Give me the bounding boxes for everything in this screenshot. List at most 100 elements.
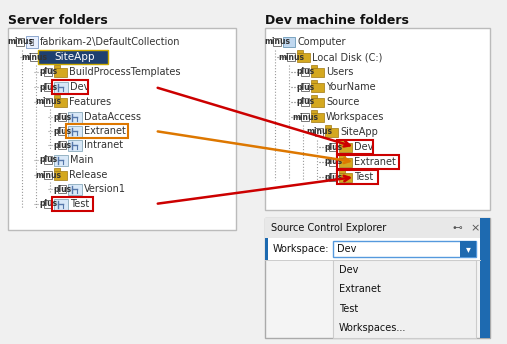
Bar [26, 36, 38, 48]
Bar [311, 110, 317, 113]
Bar [54, 82, 68, 93]
Text: Workspaces...: Workspaces... [339, 323, 407, 333]
Bar [311, 83, 324, 92]
Text: Main: Main [70, 155, 93, 165]
Bar [68, 140, 82, 151]
Text: Users: Users [326, 67, 353, 77]
Bar [460, 241, 476, 257]
Text: minus: minus [7, 37, 33, 46]
Text: Local Disk (C:): Local Disk (C:) [312, 52, 382, 62]
Text: Version1: Version1 [84, 184, 126, 194]
Text: Intranet: Intranet [84, 140, 123, 150]
Bar [333, 241, 476, 257]
Text: minus: minus [35, 97, 61, 107]
Text: plus: plus [296, 97, 314, 107]
Text: plus: plus [53, 127, 71, 136]
Text: ×: × [470, 223, 480, 233]
Bar [265, 238, 268, 260]
Bar [301, 113, 309, 121]
Text: Dev: Dev [337, 244, 356, 254]
Bar [325, 128, 338, 137]
Bar [273, 38, 281, 46]
Text: Source Control Explorer: Source Control Explorer [271, 223, 386, 233]
Bar [311, 98, 324, 107]
Bar [311, 80, 317, 83]
Bar [54, 198, 68, 209]
Bar [52, 197, 93, 211]
Bar [329, 173, 337, 181]
Bar [339, 155, 345, 158]
Bar [297, 50, 303, 53]
Text: Extranet: Extranet [354, 157, 396, 167]
Text: Extranet: Extranet [84, 126, 126, 136]
Text: BuildProcessTemplates: BuildProcessTemplates [69, 67, 180, 77]
Text: fabrikam-2\DefaultCollection: fabrikam-2\DefaultCollection [40, 37, 180, 47]
Bar [329, 143, 337, 151]
Text: plus: plus [53, 140, 71, 150]
Bar [339, 143, 352, 152]
Text: Dev: Dev [70, 82, 89, 92]
Text: minus: minus [278, 53, 304, 62]
Bar [311, 95, 317, 98]
Bar [265, 28, 490, 210]
Bar [54, 95, 60, 98]
Text: plus: plus [53, 184, 71, 193]
Bar [54, 98, 67, 107]
Text: Workspace:: Workspace: [273, 244, 330, 254]
Text: 🗄: 🗄 [30, 39, 34, 45]
Bar [339, 140, 345, 143]
Text: ▾: ▾ [465, 244, 470, 254]
Bar [480, 218, 490, 338]
Bar [301, 98, 309, 106]
Text: DataAccess: DataAccess [84, 112, 141, 122]
Bar [38, 50, 108, 64]
Bar [44, 156, 52, 164]
Text: SiteApp: SiteApp [340, 127, 378, 137]
Bar [30, 53, 38, 61]
Text: Test: Test [70, 199, 89, 209]
Bar [44, 200, 52, 208]
Bar [58, 113, 66, 121]
Bar [315, 128, 323, 136]
Bar [287, 53, 295, 61]
Bar [58, 141, 66, 149]
Bar [16, 38, 24, 46]
Text: minus: minus [306, 128, 332, 137]
Bar [337, 170, 378, 184]
Bar [325, 125, 331, 128]
Bar [58, 185, 66, 193]
Text: Features: Features [69, 97, 111, 107]
Text: YourName: YourName [326, 82, 376, 92]
Bar [265, 218, 490, 238]
Bar [301, 68, 309, 76]
Text: Dev machine folders: Dev machine folders [265, 14, 409, 27]
Text: ⊷: ⊷ [452, 223, 462, 233]
Bar [297, 53, 310, 62]
Text: Server folders: Server folders [8, 14, 108, 27]
Text: plus: plus [53, 112, 71, 121]
Text: Test: Test [339, 304, 358, 314]
Bar [54, 171, 67, 180]
Bar [339, 173, 352, 182]
Text: minus: minus [21, 53, 47, 62]
Bar [54, 154, 68, 165]
Bar [58, 127, 66, 135]
Bar [311, 113, 324, 122]
Text: Dev: Dev [339, 265, 358, 275]
Bar [44, 171, 52, 179]
Bar [40, 51, 52, 63]
Bar [54, 168, 60, 171]
Text: plus: plus [324, 158, 342, 166]
Text: plus: plus [296, 83, 314, 92]
Bar [8, 28, 236, 230]
Text: plus: plus [39, 155, 57, 164]
Bar [339, 158, 352, 167]
Bar [68, 183, 82, 194]
Bar [301, 83, 309, 91]
Text: Workspaces: Workspaces [326, 112, 384, 122]
Bar [54, 68, 67, 77]
Text: SiteApp: SiteApp [54, 52, 94, 62]
Bar [339, 170, 345, 173]
Text: plus: plus [39, 67, 57, 76]
Bar [68, 126, 82, 137]
